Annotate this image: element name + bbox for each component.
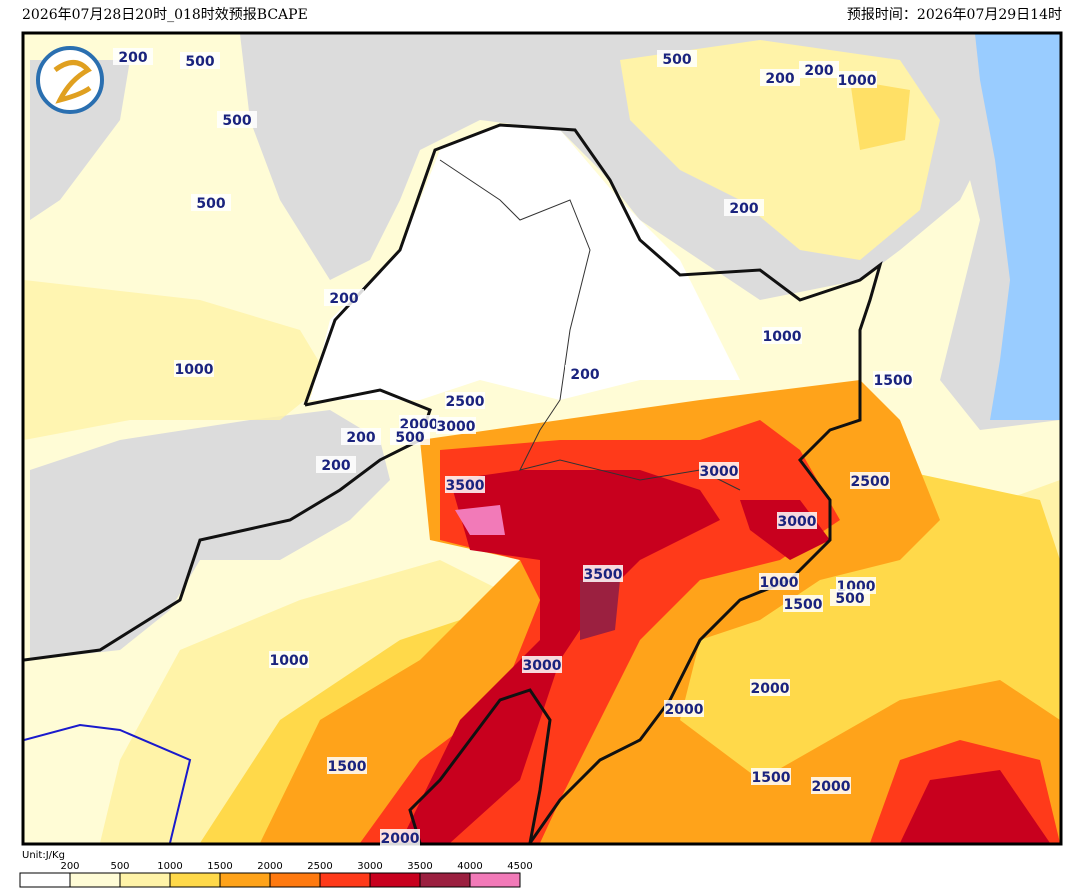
contour-label: 2000 <box>751 681 790 697</box>
contour-label: 3000 <box>700 464 739 480</box>
legend-swatch <box>119 872 171 888</box>
contour-label-bg <box>399 415 439 432</box>
contour-label-bg <box>565 365 605 382</box>
legend-label: 1500 <box>207 861 232 872</box>
contour-label: 200 <box>118 50 147 66</box>
legend-label: 500 <box>110 861 129 872</box>
contour-label: 500 <box>835 591 864 607</box>
legend-swatch <box>469 872 521 888</box>
contour-label-bg <box>217 111 257 128</box>
contour-label: 2500 <box>446 394 485 410</box>
contour-label-bg <box>759 573 799 590</box>
contour-label: 500 <box>185 54 214 70</box>
legend-swatch <box>369 872 421 888</box>
contour-label: 200 <box>729 201 758 217</box>
contour-label-bg <box>113 48 153 65</box>
contour-label: 2000 <box>812 779 851 795</box>
header-left: 2026年07月28日20时_018时效预报BCAPE <box>22 7 308 23</box>
contour-label: 200 <box>329 291 358 307</box>
contour-label: 200 <box>346 430 375 446</box>
contour-label: 1500 <box>784 597 823 613</box>
contour-label-bg <box>750 679 790 696</box>
contour-label-bg <box>850 472 890 489</box>
legend-label: 1000 <box>157 861 182 872</box>
contour-label-bg <box>837 71 877 88</box>
contour-label-bg <box>174 360 214 377</box>
contour-label-bg <box>380 829 420 846</box>
contour-label: 2500 <box>851 474 890 490</box>
contour-label: 500 <box>222 113 251 129</box>
contour-label-bg <box>777 512 817 529</box>
legend-unit: Unit:J/Kg <box>22 850 65 861</box>
legend-swatch <box>269 872 321 888</box>
contour-label-bg <box>327 757 367 774</box>
map-area <box>24 34 1060 843</box>
legend-swatch <box>219 872 271 888</box>
contour-label: 2000 <box>665 702 704 718</box>
contour-label: 1500 <box>328 759 367 775</box>
contour-label: 1000 <box>175 362 214 378</box>
header-right: 预报时间：2026年07月29日14时 <box>847 7 1062 23</box>
contour-label-bg <box>324 289 364 306</box>
legend-label: 2500 <box>307 861 332 872</box>
legend-label: 3000 <box>357 861 382 872</box>
contour-label-bg <box>699 462 739 479</box>
contour-label: 200 <box>570 367 599 383</box>
contour-label: 3500 <box>446 478 485 494</box>
contour-label-bg <box>811 777 851 794</box>
contour-label-bg <box>830 589 870 606</box>
contour-label-bg <box>783 595 823 612</box>
contour-label-bg <box>724 199 764 216</box>
contour-label-bg <box>583 565 623 582</box>
contour-label: 1000 <box>838 73 877 89</box>
contour-label-bg <box>341 428 381 445</box>
contour-label: 500 <box>662 52 691 68</box>
contour-label: 3000 <box>523 658 562 674</box>
contour-label-bg <box>664 700 704 717</box>
contour-label: 3000 <box>437 419 476 435</box>
contour-label-bg <box>269 651 309 668</box>
contour-label-bg <box>191 194 231 211</box>
contour-label: 3000 <box>778 514 817 530</box>
legend-label: 2000 <box>257 861 282 872</box>
contour-label-bg <box>799 61 839 78</box>
legend-swatch <box>19 872 71 888</box>
contour-label-bg <box>445 392 485 409</box>
legend-label: 200 <box>60 861 79 872</box>
contour-label: 2000 <box>381 831 420 847</box>
contour-label: 1000 <box>763 329 802 345</box>
contour-label-bg <box>760 69 800 86</box>
legend-label: 4500 <box>507 861 532 872</box>
contour-label: 200 <box>321 458 350 474</box>
contour-label-bg <box>180 52 220 69</box>
contour-label: 3500 <box>584 567 623 583</box>
legend-swatch <box>169 872 221 888</box>
contour-labels: 200 500 500 500 500 200 200 1000 200 1000 200 1000 2… <box>113 48 913 847</box>
contour-label-bg <box>873 371 913 388</box>
contour-label: 1000 <box>270 653 309 669</box>
legend-label: 4000 <box>457 861 482 872</box>
legend-swatch <box>419 872 471 888</box>
contour-label-bg <box>522 656 562 673</box>
contour-label: 1000 <box>760 575 799 591</box>
contour-label: 200 <box>804 63 833 79</box>
contour-label-bg <box>436 417 476 434</box>
contour-label: 200 <box>765 71 794 87</box>
contour-label-bg <box>657 50 697 67</box>
contour-label-bg <box>751 768 791 785</box>
contour-label-bg <box>445 476 485 493</box>
contour-label-bg <box>316 456 356 473</box>
legend-label: 3500 <box>407 861 432 872</box>
contour-label: 500 <box>196 196 225 212</box>
contour-label: 1500 <box>874 373 913 389</box>
legend: 200 500 1000 1500 2000 2500 3000 3500 4000 4500 <box>19 861 533 888</box>
contour-label-bg <box>390 428 430 445</box>
contour-label: 500 <box>395 430 424 446</box>
legend-swatch <box>319 872 371 888</box>
contour-label: 1500 <box>752 770 791 786</box>
legend-swatch <box>69 872 121 888</box>
contour-label-bg <box>762 327 802 344</box>
